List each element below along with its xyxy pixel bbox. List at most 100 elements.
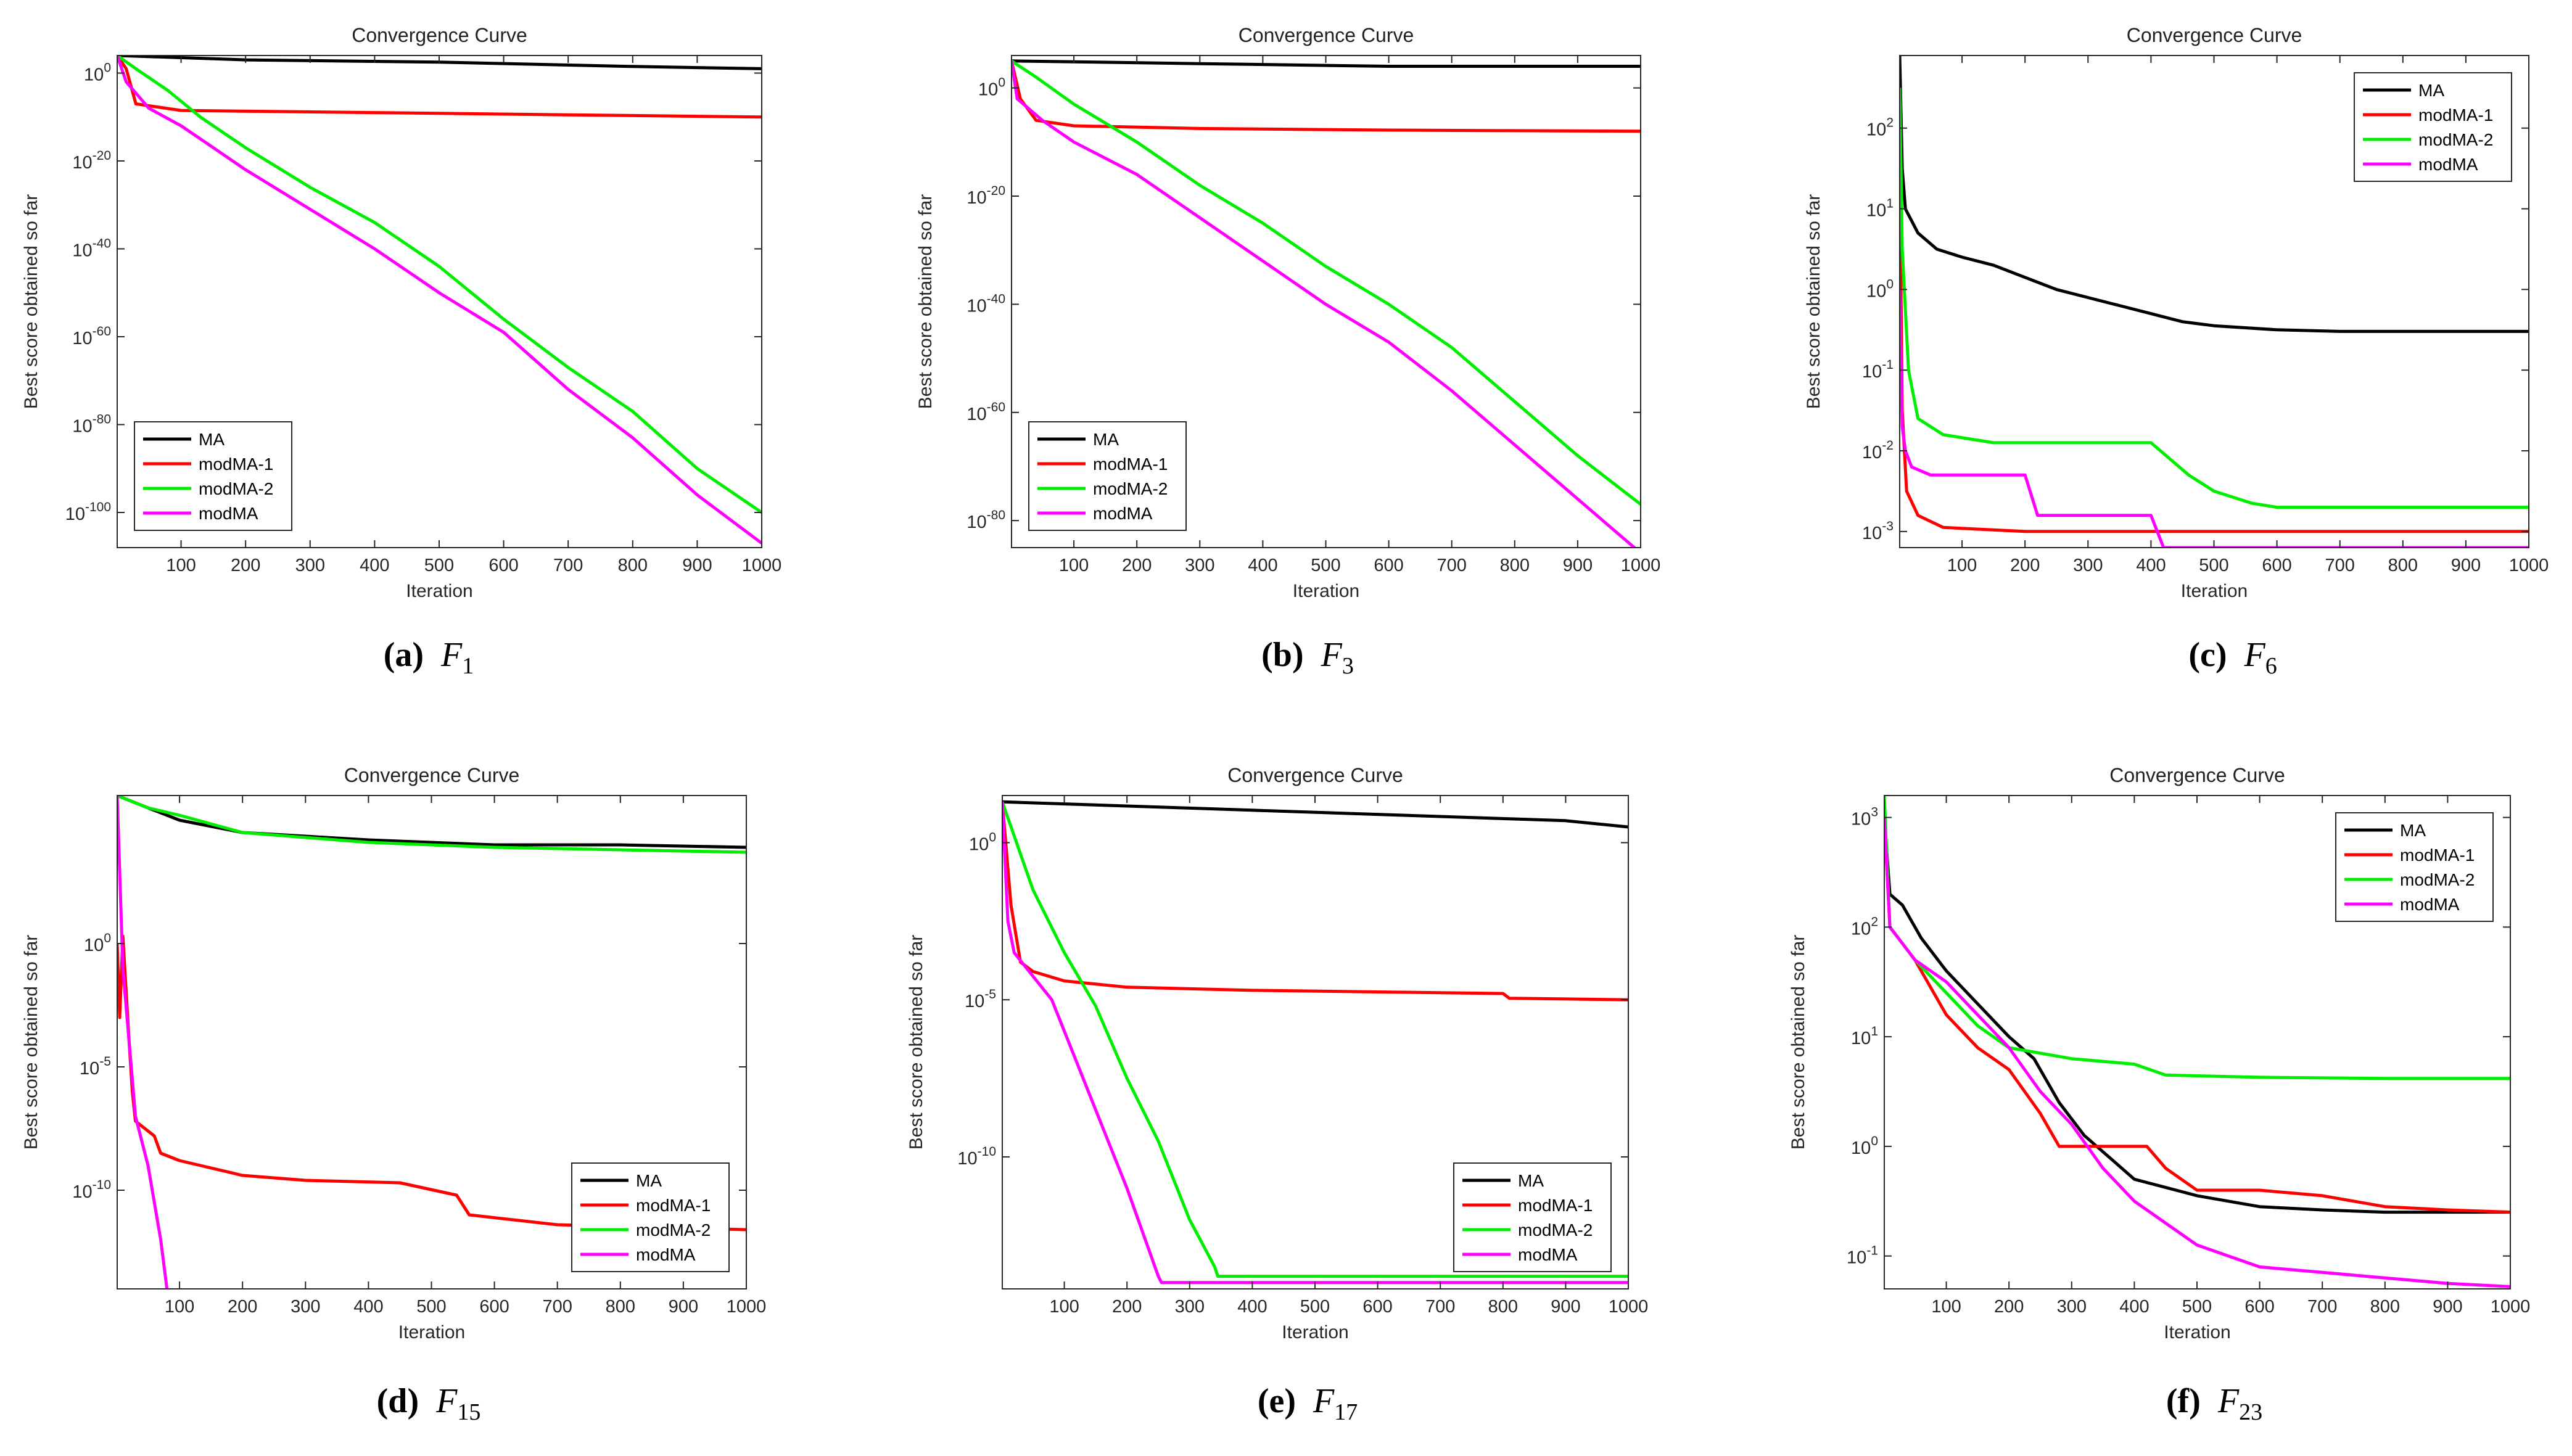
x-tick-label: 600 [488,556,518,575]
panel-f: Convergence Curve 100 200 300 400 500 600 700 80… [1715,728,2572,1455]
x-tick-label: 600 [1362,1297,1392,1317]
y-axis-label: Best score obtained so far [906,935,926,1150]
x-tick-label: 1000 [1621,556,1661,575]
caption-c: (c) F6 [2188,636,2277,680]
legend-label-modma: modMA [1093,504,1153,523]
legend: MA modMA-1 modMA-2 modMA [2354,72,2512,182]
legend-label-modma-1: modMA-1 [2418,105,2493,125]
x-tick-label: 500 [416,1297,446,1317]
chart-c: Convergence Curve 100 200 300 400 500 600 700 80… [1803,24,2549,601]
y-axis-label: Best score obtained so far [1788,935,1808,1150]
x-axis-label: Iteration [2164,1322,2230,1343]
y-tick-label: 10-40 [72,237,111,261]
x-tick-label: 700 [2307,1297,2337,1317]
caption-f: (f) F23 [2166,1382,2263,1426]
series-line-modma-2 [1900,88,2529,509]
x-tick-label: 400 [2119,1297,2149,1317]
legend-label-modma-1: modMA-1 [1518,1196,1593,1215]
chart-title: Convergence Curve [352,24,527,46]
y-tick-label: 10-60 [967,400,1005,424]
x-tick-label: 700 [2325,556,2354,575]
caption-d: (d) F15 [376,1382,481,1426]
x-tick-label: 900 [2451,556,2481,575]
y-tick-label: 10-40 [967,292,1005,316]
y-tick-label: 103 [1851,805,1878,829]
chart-a: Convergence Curve 100 200 300 400 500 600 700 80… [21,24,781,601]
panel-d: Convergence Curve 100 200 300 400 500 600 700 80… [0,728,857,1455]
y-tick-label: 10-10 [72,1178,111,1202]
y-tick-label: 10-60 [72,324,111,348]
x-tick-label: 300 [1185,556,1214,575]
y-axis-label: Best score obtained so far [915,194,936,409]
x-tick-label: 500 [1311,556,1340,575]
y-tick-label: 100 [969,830,996,854]
x-tick-label: 300 [2057,1297,2087,1317]
series-line-modma-2 [117,796,746,854]
y-tick-label: 10-1 [1847,1244,1878,1268]
chart-title: Convergence Curve [2109,764,2285,786]
x-axis-label: Iteration [1282,1322,1348,1343]
legend-label-modma: modMA [2418,155,2478,174]
series-line-modma [117,796,169,1289]
x-tick-label: 900 [682,556,712,575]
x-tick-label: 400 [353,1297,383,1317]
x-axis-label: Iteration [406,581,472,601]
y-tick-label: 100 [84,61,111,85]
y-tick-label: 10-1 [1862,358,1894,382]
x-tick-label: 300 [295,556,325,575]
series-line-modma-1 [1002,801,1628,1002]
legend-label-modma-2: modMA-2 [1093,479,1168,498]
x-tick-label: 400 [2136,556,2166,575]
legend-label-modma-1: modMA-1 [636,1196,711,1215]
series-line-modma [1012,60,1637,548]
x-tick-label: 300 [1175,1297,1205,1317]
x-tick-label: 600 [1374,556,1403,575]
x-tick-label: 600 [2262,556,2291,575]
y-axis-label: Best score obtained so far [21,935,41,1150]
legend-label-ma: MA [2418,81,2444,100]
y-tick-label: 10-100 [65,500,111,524]
series-line-modma [1900,289,2529,548]
legend-label-modma-1: modMA-1 [2400,845,2475,865]
chart-d: Convergence Curve 100 200 300 400 500 600 700 80… [21,764,766,1343]
y-tick-label: 10-5 [965,987,996,1011]
caption-e: (e) F17 [1257,1382,1358,1426]
chart-title: Convergence Curve [344,764,520,786]
x-tick-label: 900 [2433,1297,2462,1317]
x-tick-label: 100 [1059,556,1089,575]
x-tick-label: 800 [1488,1297,1518,1317]
x-tick-label: 200 [228,1297,257,1317]
y-tick-label: 10-10 [957,1145,996,1169]
legend: MA modMA-1 modMA-2 modMA [1028,421,1187,531]
chart-title: Convergence Curve [1227,764,1403,786]
x-tick-label: 600 [2244,1297,2274,1317]
x-tick-label: 400 [1248,556,1277,575]
x-tick-label: 900 [669,1297,698,1317]
legend-label-modma-1: modMA-1 [199,454,273,474]
series-line-modma-1 [117,56,762,119]
x-tick-label: 100 [1931,1297,1961,1317]
x-tick-label: 400 [1237,1297,1267,1317]
y-tick-label: 10-20 [967,184,1005,208]
series-line-ma [117,796,746,849]
legend-label-modma-2: modMA-2 [1518,1220,1593,1240]
chart-title: Convergence Curve [1239,24,1414,46]
legend-label-modma-2: modMA-2 [2400,870,2475,889]
x-tick-label: 800 [2370,1297,2400,1317]
legend-label-modma: modMA [199,504,258,523]
series-line-modma-1 [1900,168,2529,533]
legend-label-modma: modMA [2400,895,2460,914]
legend-label-modma: modMA [1518,1245,1578,1264]
series-line-modma [117,56,762,545]
x-tick-label: 200 [231,556,260,575]
panel-b: Convergence Curve 100 200 300 400 500 600 700 80… [857,0,1715,728]
caption-b: (b) F3 [1261,636,1354,680]
x-tick-label: 400 [360,556,389,575]
legend: MA modMA-1 modMA-2 modMA [1453,1162,1612,1272]
legend-label-modma-2: modMA-2 [636,1220,711,1240]
x-tick-label: 200 [1112,1297,1142,1317]
series-line-modma-2 [1002,801,1628,1278]
legend-label-ma: MA [636,1171,662,1190]
x-tick-label: 700 [1436,556,1466,575]
series-line-modma-1 [1012,60,1641,133]
